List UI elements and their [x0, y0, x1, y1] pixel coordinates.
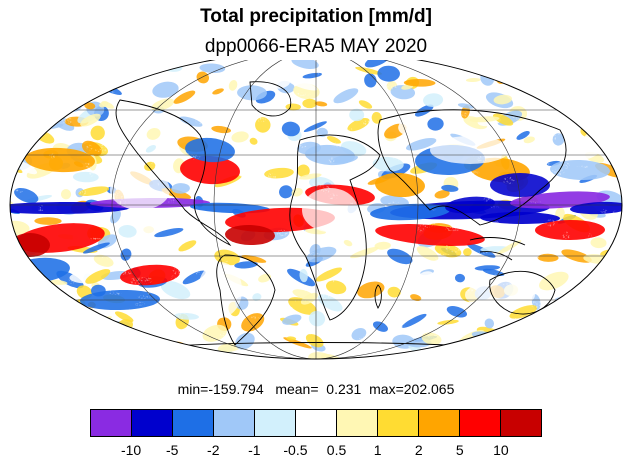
asia-coastline [377, 109, 567, 226]
min-label: min= [177, 381, 209, 397]
colorbar-ticks: -10 -5 -2 -1 -0.5 0.5 1 2 5 10 [90, 442, 542, 462]
maritime-continent-coastline [469, 237, 526, 261]
colorbar [90, 409, 542, 437]
min-value: -159.794 [208, 381, 264, 397]
map-subtitle: dpp0066-ERA5 MAY 2020 [204, 36, 428, 57]
colorbar-swatch [460, 410, 501, 436]
colorbar-swatch [91, 410, 132, 436]
greenland-coastline [249, 81, 292, 117]
max-value: 202.065 [403, 381, 455, 397]
colorbar-swatch [214, 410, 255, 436]
colorbar-tick-label: -10 [120, 442, 142, 458]
colorbar-tick-label: 2 [414, 442, 423, 458]
colorbar-tick-label: 5 [455, 442, 464, 458]
madagascar-coastline [374, 284, 382, 309]
graticule [10, 60, 622, 359]
colorbar-tick-label: 1 [373, 442, 382, 458]
mean-label: mean= [275, 381, 319, 397]
colorbar-tick-label: -1 [248, 442, 261, 458]
mean-value: 0.231 [326, 381, 362, 397]
statistics-line: min=-159.794 mean= 0.231 max=202.065 [0, 381, 632, 397]
map-field [10, 60, 622, 359]
south-america-coastline [216, 254, 276, 346]
colorbar-swatch [255, 410, 296, 436]
map-outline [9, 60, 623, 360]
colorbar-swatch [132, 410, 173, 436]
precipitation-map [9, 60, 623, 360]
colorbar-swatch [337, 410, 378, 436]
map-title: Total precipitation [mm/d] [200, 6, 432, 27]
colorbar-tick-label: -5 [165, 442, 179, 458]
max-label: max= [369, 381, 404, 397]
colorbar-swatch [419, 410, 460, 436]
colorbar-swatch [296, 410, 337, 436]
colorbar-tick-label: -0.5 [283, 442, 308, 458]
colorbar-swatch [378, 410, 419, 436]
north-america-coastline [115, 99, 232, 247]
colorbar-swatch [501, 410, 541, 436]
colorbar-tick-label: 10 [493, 442, 509, 458]
colorbar-tick-label: -2 [207, 442, 220, 458]
colorbar-swatch [173, 410, 214, 436]
colorbar-tick-label: 0.5 [326, 442, 347, 458]
